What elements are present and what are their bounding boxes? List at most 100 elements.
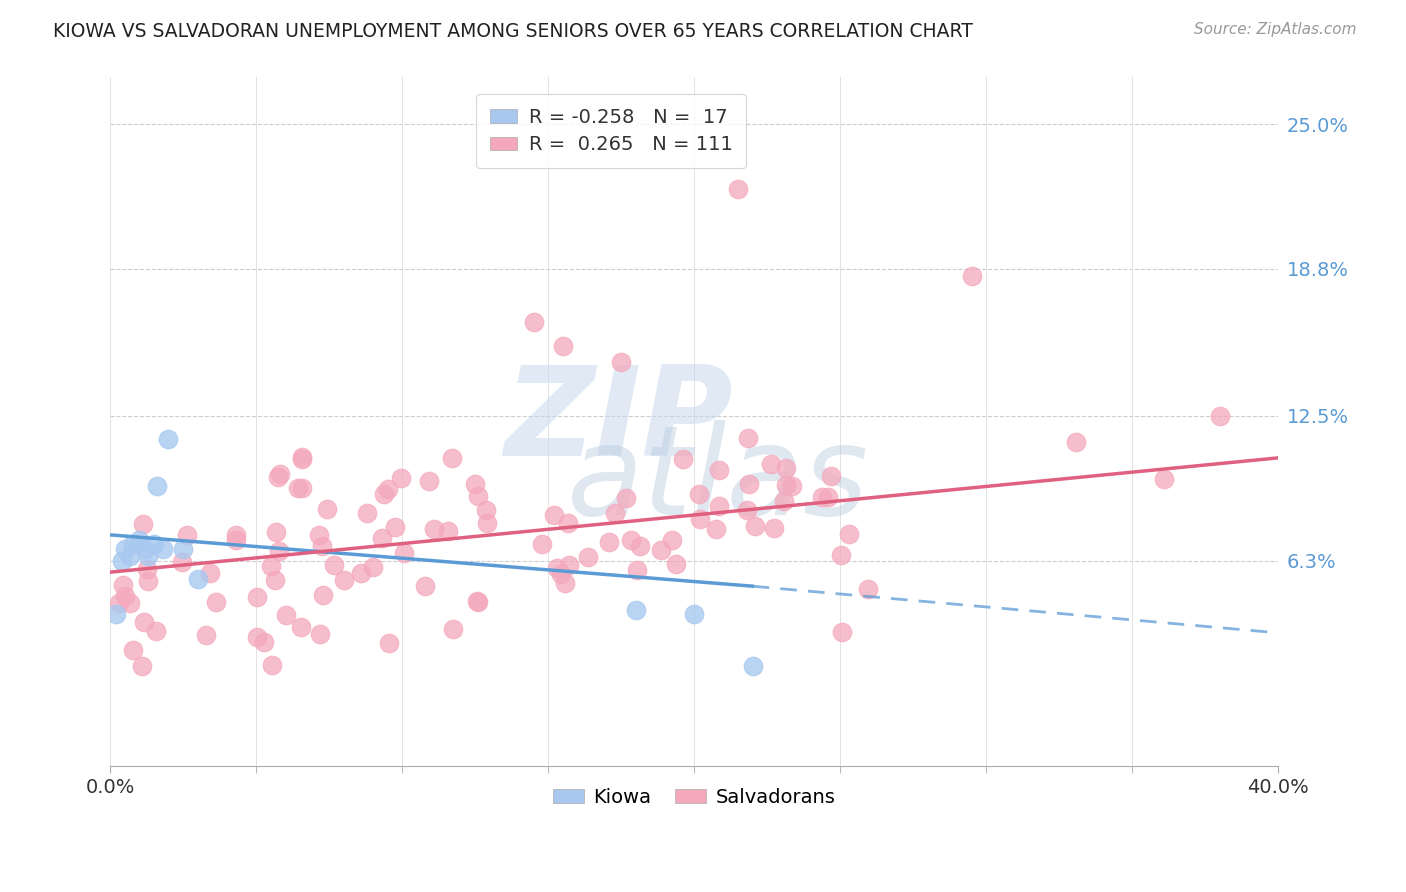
- Point: [384, 520, 406, 534]
- Point: [246, 630, 269, 644]
- Point: [131, 659, 153, 673]
- Point: [820, 468, 842, 483]
- Point: [737, 431, 759, 445]
- Point: [361, 559, 384, 574]
- Point: [465, 594, 488, 608]
- Point: [1064, 434, 1087, 449]
- Point: [111, 553, 134, 567]
- Point: [225, 527, 247, 541]
- Text: atlas: atlas: [567, 420, 869, 541]
- Point: [838, 527, 860, 541]
- Point: [132, 615, 155, 629]
- Point: [744, 518, 766, 533]
- Point: [128, 533, 150, 547]
- Point: [287, 481, 309, 495]
- Point: [120, 595, 142, 609]
- Point: [557, 516, 579, 531]
- Point: [142, 537, 165, 551]
- Point: [291, 450, 314, 465]
- Point: [610, 355, 633, 369]
- Point: [661, 533, 683, 547]
- Point: [477, 516, 499, 530]
- Point: [554, 576, 576, 591]
- Point: [104, 607, 127, 622]
- Point: [263, 573, 285, 587]
- Point: [775, 461, 797, 475]
- Point: [204, 595, 226, 609]
- Point: [176, 528, 198, 542]
- Point: [274, 608, 297, 623]
- Point: [291, 481, 314, 495]
- Point: [259, 559, 281, 574]
- Point: [309, 626, 332, 640]
- Point: [467, 595, 489, 609]
- Point: [830, 549, 852, 563]
- Point: [741, 658, 763, 673]
- Point: [689, 512, 711, 526]
- Point: [960, 268, 983, 283]
- Point: [269, 544, 291, 558]
- Point: [437, 524, 460, 538]
- Point: [688, 487, 710, 501]
- Point: [122, 537, 145, 551]
- Text: Source: ZipAtlas.com: Source: ZipAtlas.com: [1194, 22, 1357, 37]
- Point: [172, 541, 194, 556]
- Point: [121, 643, 143, 657]
- Point: [738, 477, 761, 491]
- Point: [531, 537, 554, 551]
- Point: [112, 578, 135, 592]
- Point: [114, 541, 136, 556]
- Point: [763, 521, 786, 535]
- Point: [136, 574, 159, 588]
- Point: [773, 493, 796, 508]
- Point: [543, 508, 565, 522]
- Point: [546, 561, 568, 575]
- Point: [474, 503, 496, 517]
- Point: [120, 549, 142, 563]
- Point: [464, 477, 486, 491]
- Point: [145, 624, 167, 638]
- Point: [332, 573, 354, 587]
- Point: [260, 658, 283, 673]
- Point: [145, 479, 167, 493]
- Point: [683, 607, 706, 622]
- Point: [441, 450, 464, 465]
- Point: [626, 563, 648, 577]
- Point: [311, 539, 333, 553]
- Point: [134, 541, 156, 556]
- Point: [628, 540, 651, 554]
- Point: [603, 506, 626, 520]
- Point: [856, 582, 879, 597]
- Point: [135, 562, 157, 576]
- Point: [245, 591, 267, 605]
- Point: [266, 470, 288, 484]
- Point: [1209, 409, 1232, 423]
- Point: [157, 432, 180, 446]
- Point: [735, 503, 758, 517]
- Point: [349, 566, 371, 581]
- Point: [650, 543, 672, 558]
- Point: [356, 506, 378, 520]
- Point: [114, 589, 136, 603]
- Point: [311, 588, 333, 602]
- Point: [780, 479, 803, 493]
- Point: [291, 452, 314, 467]
- Point: [377, 482, 399, 496]
- Point: [707, 499, 730, 513]
- Point: [389, 471, 412, 485]
- Point: [1153, 472, 1175, 486]
- Point: [550, 566, 572, 581]
- Point: [373, 487, 395, 501]
- Point: [811, 491, 834, 505]
- Point: [423, 522, 446, 536]
- Point: [132, 517, 155, 532]
- Point: [441, 622, 464, 636]
- Point: [665, 557, 688, 571]
- Point: [522, 316, 544, 330]
- Point: [107, 595, 129, 609]
- Text: ZIP: ZIP: [503, 361, 733, 483]
- Point: [316, 501, 339, 516]
- Point: [323, 558, 346, 573]
- Text: KIOWA VS SALVADORAN UNEMPLOYMENT AMONG SENIORS OVER 65 YEARS CORRELATION CHART: KIOWA VS SALVADORAN UNEMPLOYMENT AMONG S…: [53, 22, 973, 41]
- Point: [290, 620, 312, 634]
